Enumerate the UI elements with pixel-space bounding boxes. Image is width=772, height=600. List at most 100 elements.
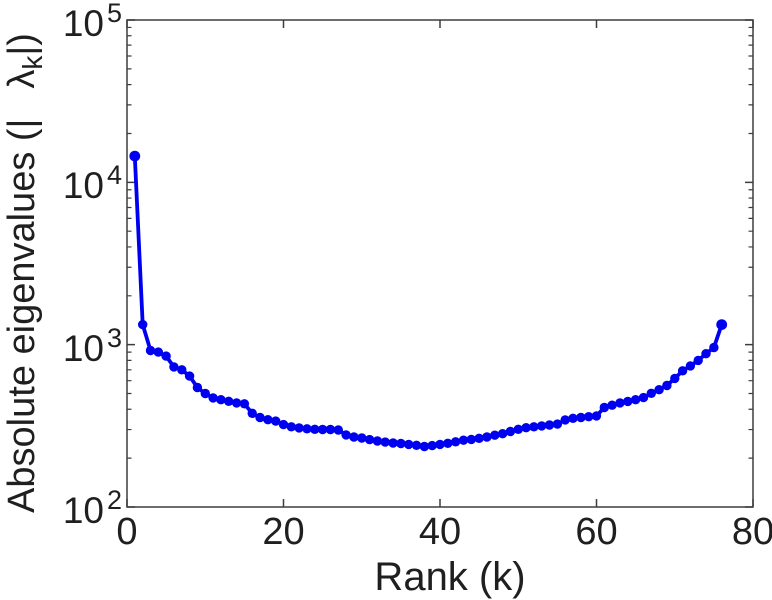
data-point-marker [677, 366, 688, 376]
data-point-marker [263, 415, 273, 425]
y-axis-label: Absolute eigenvalues (| λk|) [0, 0, 48, 573]
data-point-marker [372, 436, 383, 446]
y-tick-base: 10 [62, 3, 104, 44]
data-point-marker [333, 425, 343, 435]
data-point-marker [411, 440, 422, 450]
data-point-marker [380, 437, 390, 447]
data-point-marker [521, 423, 531, 433]
lambda-symbol: λ [1, 69, 43, 89]
data-point-marker [466, 434, 476, 445]
y-tick-label-10e5: 10 5 [12, 0, 122, 44]
data-point-marker [271, 416, 281, 426]
data-point-marker [638, 392, 649, 403]
data-point-marker [646, 388, 656, 398]
data-point-marker [357, 433, 367, 443]
data-point-marker [654, 385, 664, 395]
data-point-marker [224, 396, 234, 406]
data-point-marker [490, 430, 500, 440]
data-point-marker [396, 438, 406, 449]
x-tick-label-40: 40 [418, 511, 462, 553]
data-point-marker [599, 402, 609, 413]
data-point-marker [419, 441, 430, 452]
x-tick-label-0: 0 [116, 511, 138, 553]
data-point-marker [255, 412, 265, 423]
data-point-marker [584, 412, 594, 422]
data-point-marker [537, 421, 547, 431]
data-point-marker [427, 440, 437, 451]
data-point-marker [192, 382, 203, 393]
data-point-marker [161, 351, 171, 361]
data-point-marker [607, 400, 617, 410]
data-point-marker [560, 415, 570, 425]
data-point-marker [388, 438, 398, 448]
data-point-marker [701, 349, 711, 359]
data-point-marker [482, 432, 492, 442]
data-point-marker [443, 438, 453, 448]
data-point-marker [505, 426, 516, 437]
data-point-marker [630, 395, 641, 405]
data-point-marker [364, 434, 375, 445]
data-point-marker [513, 424, 523, 434]
data-point-marker [404, 439, 414, 450]
data-point-marker [286, 422, 296, 432]
data-point-marker [450, 437, 461, 447]
x-tick-label-80: 80 [731, 511, 772, 553]
data-point-marker [184, 371, 195, 381]
y-axis-label-prefix: Absolute eigenvalues (| [1, 118, 43, 513]
data-point-marker [177, 365, 187, 375]
data-point-marker [529, 422, 539, 432]
data-point-marker [239, 399, 250, 409]
data-point-marker [435, 439, 445, 450]
major-ticks [126, 19, 754, 508]
data-point-marker [145, 345, 156, 356]
data-point-marker [129, 150, 141, 162]
data-point-marker [341, 430, 351, 440]
data-point-marker [349, 432, 359, 442]
data-point-marker [302, 424, 312, 434]
lambda-subscript: k [17, 55, 48, 70]
data-point-marker [216, 395, 226, 405]
y-tick-label-10e3: 10 3 [12, 324, 122, 369]
data-point-marker [576, 412, 586, 423]
y-tick-label-10e2: 10 2 [12, 487, 122, 531]
data-point-marker [693, 355, 703, 366]
data-point-marker [138, 319, 148, 330]
data-point-marker [544, 420, 555, 430]
data-point-marker [623, 396, 633, 407]
y-tick-base: 10 [62, 165, 104, 207]
data-point-marker [200, 388, 210, 399]
data-point-marker [591, 411, 602, 421]
y-tick-label-10e4: 10 4 [12, 162, 122, 207]
data-point-marker [497, 429, 508, 439]
y-tick-exponent: 3 [106, 322, 122, 353]
data-point-marker [247, 408, 257, 418]
data-point-marker [709, 342, 719, 353]
data-point-marker [325, 424, 336, 435]
x-tick-label-20: 20 [262, 511, 305, 553]
data-point-marker [615, 398, 625, 408]
data-point-marker [685, 361, 696, 371]
data-point-marker [294, 423, 304, 433]
data-point-marker [568, 413, 578, 423]
data-point-marker [474, 433, 484, 443]
data-point-marker [716, 319, 728, 330]
y-tick-base: 10 [62, 327, 104, 369]
minor-ticks [127, 26, 753, 459]
data-point-marker [458, 435, 469, 445]
y-axis-label-suffix: |) [1, 33, 43, 56]
data-point-marker [278, 419, 289, 430]
data-point-marker [670, 373, 680, 384]
x-tick-label-60: 60 [575, 511, 618, 553]
y-tick-exponent: 2 [106, 485, 122, 515]
data-point-marker [552, 419, 563, 429]
data-point-marker [231, 398, 242, 408]
data-point-marker [310, 424, 320, 434]
y-tick-exponent: 4 [106, 160, 122, 191]
x-axis-label: Rank (k) [374, 555, 526, 599]
data-point-marker [317, 424, 328, 435]
y-tick-base: 10 [62, 490, 104, 531]
data-point-marker [169, 362, 179, 372]
data-point-marker [208, 393, 218, 403]
